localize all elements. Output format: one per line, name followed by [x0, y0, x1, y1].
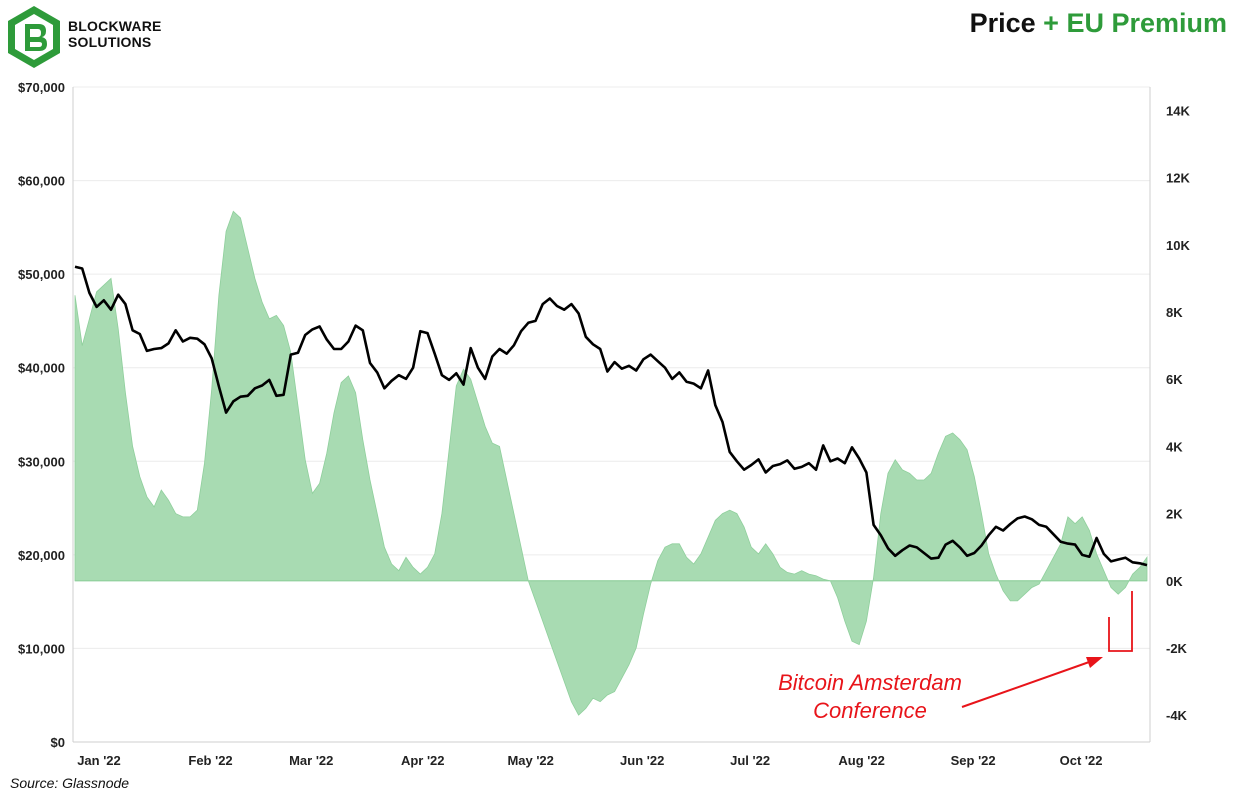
blockware-logo-icon	[8, 6, 60, 68]
brand-name: BLOCKWARE SOLUTIONS	[68, 18, 162, 50]
y-left-tick-label: $0	[51, 735, 65, 750]
axes: $0 $10,000 $20,000 $30,000 $40,000 $50,000 $60…	[18, 80, 1190, 768]
y-left-tick-label: $70,000	[18, 80, 65, 95]
plot-area	[74, 210, 1148, 716]
x-tick-label: Aug '22	[838, 753, 884, 768]
annotation-arrowhead	[1086, 657, 1103, 668]
y-right-tick-label: 0K	[1166, 574, 1183, 589]
y-right-tick-label: 4K	[1166, 439, 1183, 454]
x-tick-label: May '22	[507, 753, 553, 768]
y-right-tick-label: 10K	[1166, 238, 1190, 253]
y-right-tick-label: 12K	[1166, 171, 1190, 186]
annotation-bracket	[1108, 591, 1133, 652]
x-tick-label: Feb '22	[188, 753, 232, 768]
x-tick-label: Apr '22	[401, 753, 445, 768]
y-left-tick-label: $30,000	[18, 454, 65, 469]
y-left-tick-label: $40,000	[18, 361, 65, 376]
x-tick-label: Oct '22	[1060, 753, 1103, 768]
y-right-tick-label: 2K	[1166, 507, 1183, 522]
x-tick-label: Jan '22	[77, 753, 121, 768]
source-note: Source: Glassnode	[10, 775, 130, 791]
annotation-group: Bitcoin Amsterdam Conference	[778, 591, 1133, 723]
annotation-line-1: Bitcoin Amsterdam	[778, 670, 962, 695]
brand-line-1: BLOCKWARE	[68, 18, 162, 34]
x-tick-label: Jun '22	[620, 753, 664, 768]
x-tick-label: Jul '22	[730, 753, 770, 768]
y-right-tick-label: 14K	[1166, 104, 1190, 119]
y-left-tick-label: $50,000	[18, 267, 65, 282]
y-left-tick-label: $20,000	[18, 548, 65, 563]
x-tick-label: Mar '22	[289, 753, 333, 768]
y-right-tick-label: 8K	[1166, 305, 1183, 320]
y-left-tick-label: $60,000	[18, 174, 65, 189]
y-right-tick-label: -2K	[1166, 641, 1188, 656]
btc-price-line	[74, 265, 1148, 567]
annotation-line-2: Conference	[813, 698, 927, 723]
x-tick-label: Sep '22	[951, 753, 996, 768]
y-right-tick-label: 6K	[1166, 372, 1183, 387]
chart-title-main: Price	[969, 8, 1036, 38]
brand-line-2: SOLUTIONS	[68, 34, 152, 50]
annotation-arrow-line	[961, 660, 1093, 708]
y-right-tick-label: -4K	[1166, 708, 1188, 723]
chart-title: Price + EU Premium	[970, 8, 1227, 39]
y-left-tick-label: $10,000	[18, 641, 65, 656]
eu-premium-area	[74, 210, 1148, 716]
chart-title-accent: + EU Premium	[1035, 8, 1227, 38]
